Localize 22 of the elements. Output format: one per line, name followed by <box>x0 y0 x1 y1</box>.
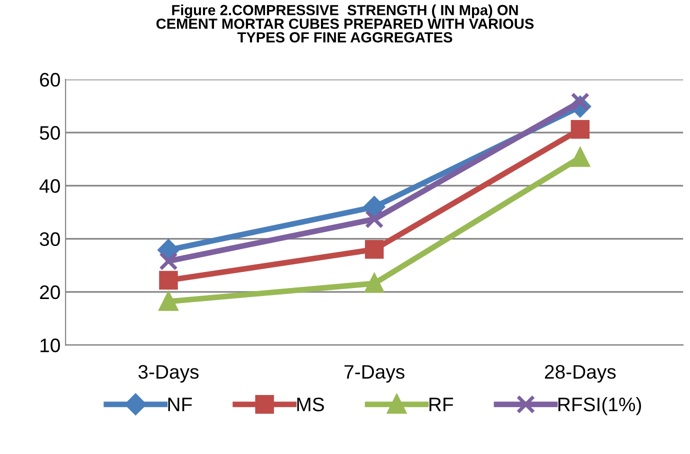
legend-label: NF <box>168 398 192 412</box>
x-tick-label: 3-Days <box>138 365 199 383</box>
point <box>364 210 384 229</box>
x-tick-label: 7-Days <box>344 365 404 383</box>
point <box>159 270 178 290</box>
point <box>570 120 590 139</box>
point <box>159 252 178 270</box>
y-tick-label: 60 <box>40 72 60 87</box>
point <box>364 240 384 259</box>
y-tick-label: 40 <box>40 179 60 193</box>
y-tick-label: 10 <box>40 338 60 352</box>
point <box>364 196 385 218</box>
legend-label: RFSI(1%) <box>558 397 642 416</box>
legend-label: MS <box>297 398 324 412</box>
y-tick-label: 30 <box>40 232 60 246</box>
legend-label: RF <box>430 398 454 412</box>
y-tick-label: 50 <box>40 126 60 140</box>
y-tick-label: 20 <box>40 285 60 300</box>
point <box>570 92 590 112</box>
point <box>570 148 590 167</box>
chart-title: Figure 2.COMPRESSIVE STRENGTH ( IN Mpa) ON CEMENT MORTAR CUBES PREPARED WITH VARIOUS TYPES OF FINE AGGREGATES <box>156 4 534 43</box>
x-tick-label: 28-Days <box>544 365 616 383</box>
